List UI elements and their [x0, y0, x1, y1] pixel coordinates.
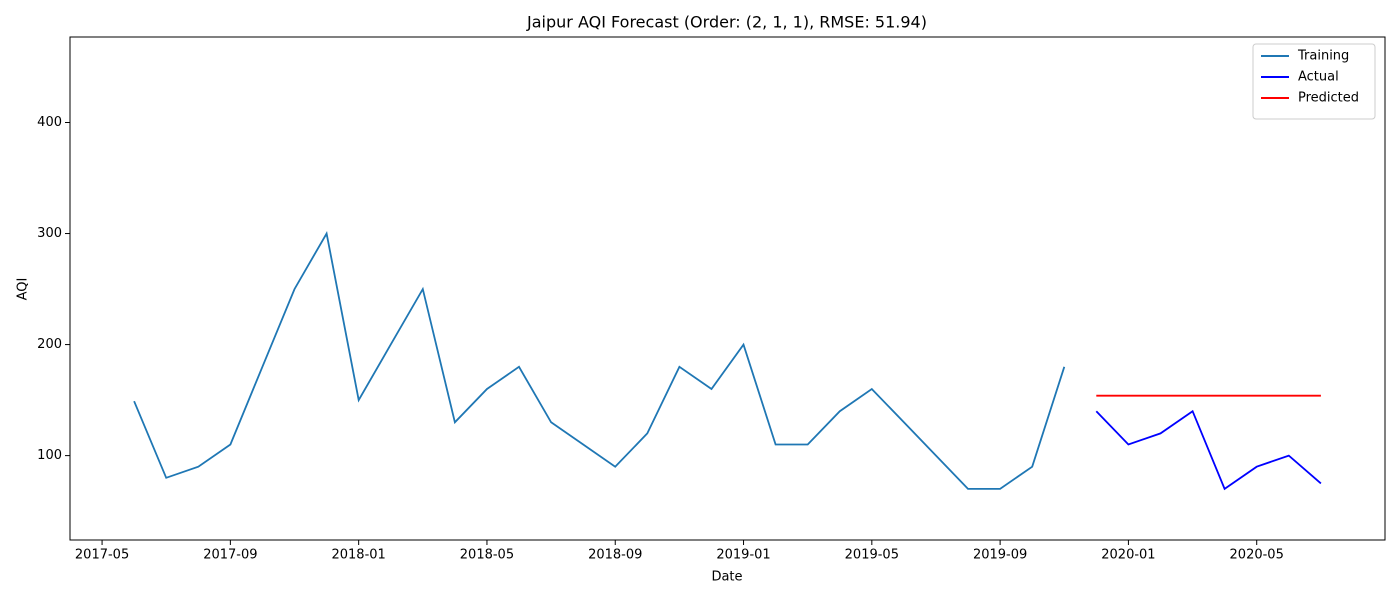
x-tick-label: 2018-09 — [588, 548, 642, 563]
series-line — [1095, 409, 1322, 491]
y-tick-label: 300 — [37, 226, 62, 241]
series-line — [133, 230, 1066, 490]
x-tick-label: 2020-05 — [1230, 548, 1284, 563]
legend-label: Actual — [1298, 70, 1339, 85]
chart-title: Jaipur AQI Forecast (Order: (2, 1, 1), R… — [526, 13, 927, 32]
x-tick-label: 2017-05 — [75, 548, 129, 563]
y-axis-label: AQI — [16, 278, 31, 301]
y-tick-label: 400 — [37, 115, 62, 130]
y-tick-label: 200 — [37, 337, 62, 352]
y-tick-label: 100 — [37, 448, 62, 463]
x-axis-label: Date — [711, 570, 742, 585]
x-tick-label: 2019-05 — [845, 548, 899, 563]
plot-frame — [69, 36, 1386, 541]
x-tick-label: 2020-01 — [1101, 548, 1155, 563]
legend-box — [1252, 43, 1376, 120]
legend-label: Predicted — [1298, 91, 1359, 106]
x-tick-label: 2017-09 — [203, 548, 257, 563]
legend-label: Training — [1297, 49, 1349, 64]
x-tick-label: 2018-05 — [460, 548, 514, 563]
x-tick-label: 2018-01 — [331, 548, 385, 563]
x-tick-label: 2019-01 — [716, 548, 770, 563]
x-tick-label: 2019-09 — [973, 548, 1027, 563]
